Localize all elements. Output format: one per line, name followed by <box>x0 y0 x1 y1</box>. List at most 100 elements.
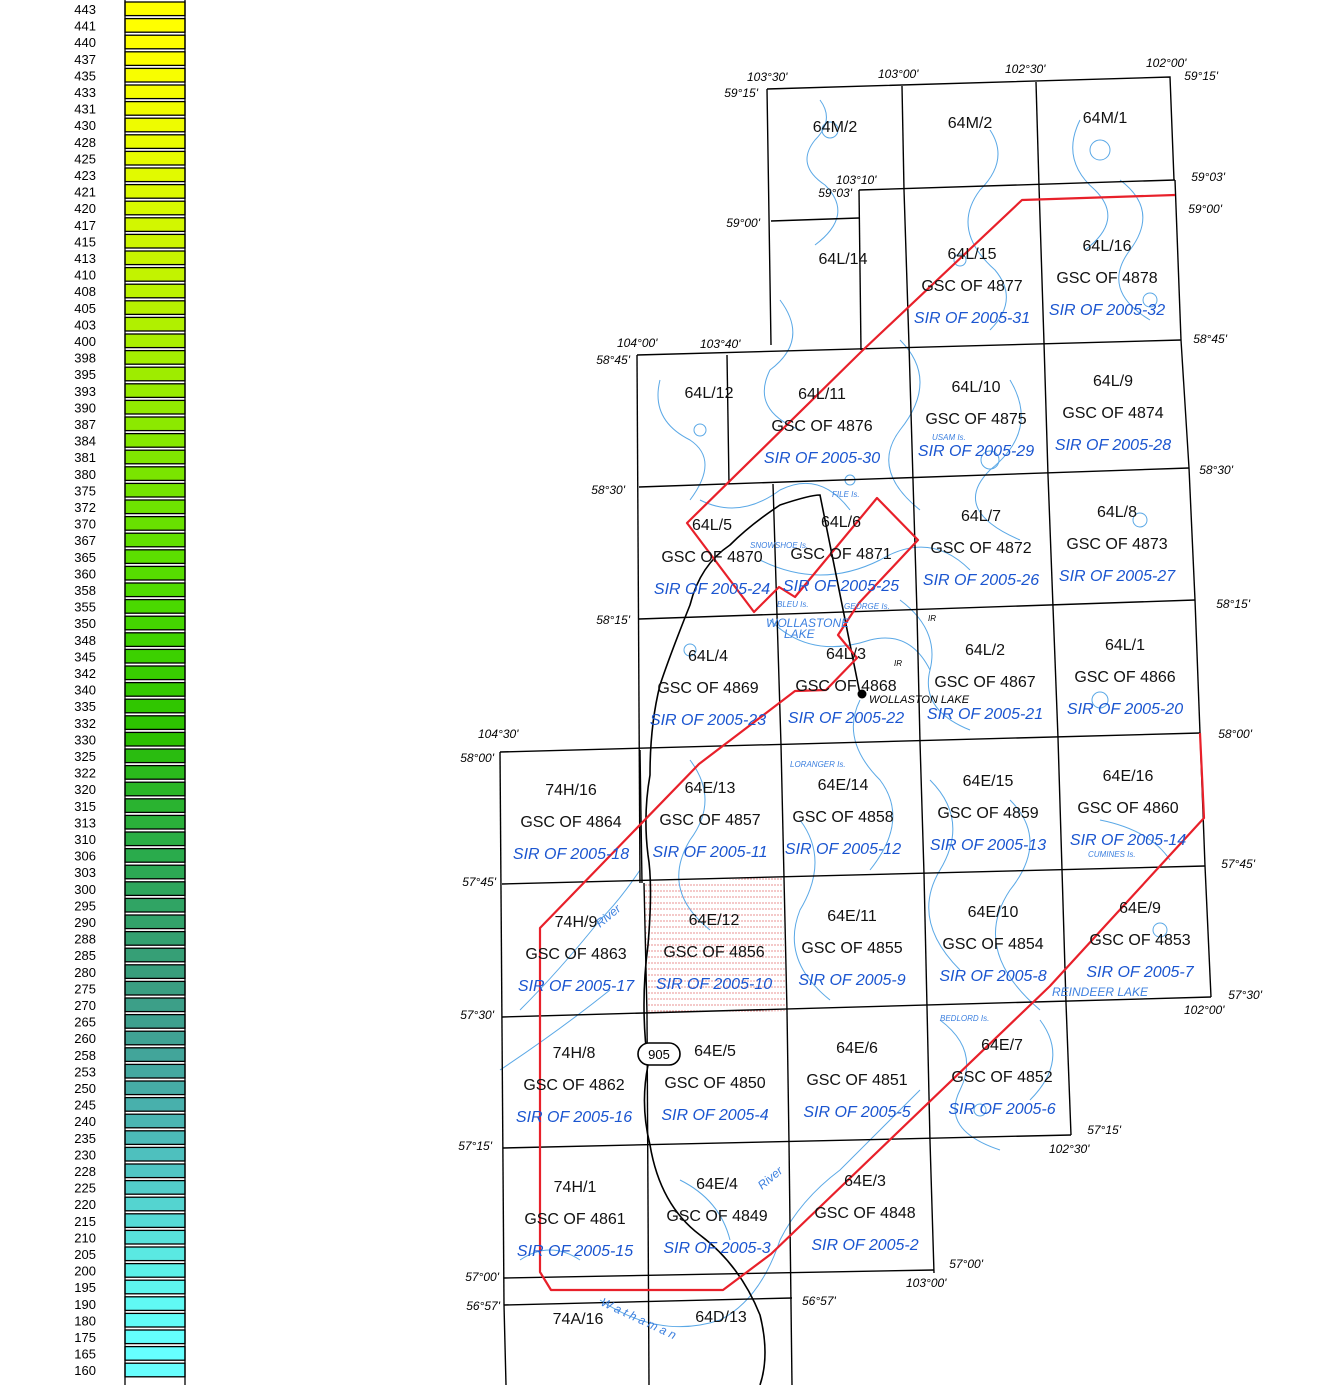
sir-open-file-label: SIR OF 2005-6 <box>948 1101 1055 1118</box>
longitude-label: 102°00' <box>1146 56 1187 70</box>
latitude-label: 58°00' <box>460 751 494 765</box>
gsc-open-file-label: GSC OF 4848 <box>814 1205 915 1222</box>
bleu-island-label: BLEU Is. <box>777 600 809 609</box>
sir-open-file-label: SIR OF 2005-5 <box>803 1104 910 1121</box>
reindeer-lake-label: REINDEER LAKE <box>1052 985 1149 999</box>
wollaston-lake-settlement-label: WOLLASTON LAKE <box>869 694 970 706</box>
gsc-open-file-label: GSC OF 4876 <box>771 418 872 435</box>
latitude-label: 57°15' <box>1087 1123 1121 1137</box>
colour-scale-value: 390 <box>74 400 96 415</box>
sheet-id-label: 74H/1 <box>554 1179 597 1196</box>
colour-scale-value: 265 <box>74 1015 96 1030</box>
sir-open-file-label: SIR OF 2005-21 <box>927 706 1043 723</box>
colour-scale-value: 215 <box>74 1214 96 1229</box>
sir-open-file-label: SIR OF 2005-17 <box>518 978 635 995</box>
gsc-open-file-label: GSC OF 4870 <box>661 549 762 566</box>
sheet-id-label: 64L/4 <box>688 648 728 665</box>
sheet-id-label: 64L/16 <box>1083 238 1132 255</box>
longitude-label: 103°40' <box>700 337 741 351</box>
sir-open-file-label: SIR OF 2005-22 <box>788 710 904 727</box>
latitude-label: 58°45' <box>1193 332 1227 346</box>
sir-open-file-label: SIR OF 2005-8 <box>939 968 1046 985</box>
colour-scale-value: 384 <box>74 434 96 449</box>
colour-scale-value: 205 <box>74 1247 96 1262</box>
gsc-open-file-label: GSC OF 4862 <box>523 1077 624 1094</box>
colour-scale-value: 235 <box>74 1131 96 1146</box>
latitude-label: 57°15' <box>458 1139 492 1153</box>
sheet-id-label: 74H/9 <box>555 914 598 931</box>
sir-open-file-label: SIR OF 2005-29 <box>918 443 1034 460</box>
sir-open-file-label: SIR OF 2005-30 <box>764 450 880 467</box>
colour-scale-value: 270 <box>74 998 96 1013</box>
sheet-id-label: 64E/14 <box>818 777 869 794</box>
sheet-id-label: 64L/12 <box>685 385 734 402</box>
latitude-label: 59°00' <box>726 216 760 230</box>
colour-scale-value: 210 <box>74 1230 96 1245</box>
gsc-open-file-label: GSC OF 4872 <box>930 540 1031 557</box>
wollastone-lake-label-2: LAKE <box>784 627 816 641</box>
colour-scale-value: 437 <box>74 52 96 67</box>
longitude-label: 104°00' <box>617 336 658 350</box>
longitude-label: 103°10' <box>836 173 877 187</box>
bedlord-island-label: BEDLORD Is. <box>940 1014 989 1023</box>
project-boundary <box>538 193 1206 1292</box>
latitude-label: 57°00' <box>465 1270 499 1284</box>
colour-scale-value: 435 <box>74 68 96 83</box>
graticule-labels: 59°15' 59°15' 59°03' 59°03' 59°00' 59°00' 58°4… <box>458 56 1262 1313</box>
sheet-id-label: 64E/5 <box>694 1043 736 1060</box>
sir-open-file-label: SIR OF 2005-26 <box>923 572 1039 589</box>
sheet-id-label: 64E/9 <box>1119 900 1161 917</box>
longitude-label: 103°00' <box>878 67 919 81</box>
colour-scale-value: 230 <box>74 1147 96 1162</box>
latitude-label: 59°03' <box>1191 170 1225 184</box>
colour-scale-value: 160 <box>74 1363 96 1378</box>
loranger-island-label: LORANGER Is. <box>790 760 846 769</box>
colour-scale-value: 342 <box>74 666 96 681</box>
sheet-id-label: 74A/16 <box>553 1311 604 1328</box>
gsc-open-file-label: GSC OF 4875 <box>925 411 1026 428</box>
colour-scale-value: 180 <box>74 1313 96 1328</box>
colour-scale-value: 225 <box>74 1181 96 1196</box>
colour-scale-value: 258 <box>74 1048 96 1063</box>
colour-scale-value: 253 <box>74 1064 96 1079</box>
gsc-open-file-label: GSC OF 4861 <box>524 1211 625 1228</box>
latitude-label: 58°45' <box>596 353 630 367</box>
colour-scale-value: 175 <box>74 1330 96 1345</box>
latitude-label: 58°30' <box>591 483 625 497</box>
sir-open-file-label: SIR OF 2005-9 <box>798 972 905 989</box>
highway-905-line <box>643 494 861 1385</box>
colour-scale-value: 322 <box>74 766 96 781</box>
gsc-open-file-label: GSC OF 4878 <box>1056 270 1157 287</box>
sheet-id-label: 64L/6 <box>821 514 861 531</box>
selected-sheet-fill <box>644 877 786 1014</box>
usam-island-label: USAM Is. <box>932 433 966 442</box>
sir-open-file-label: SIR OF 2005-24 <box>654 581 770 598</box>
sir-open-file-label: SIR OF 2005-7 <box>1086 964 1194 981</box>
colour-scale-value: 403 <box>74 317 96 332</box>
sir-open-file-label: SIR OF 2005-13 <box>930 837 1046 854</box>
latitude-label: 57°30' <box>460 1008 494 1022</box>
longitude-label: 102°30' <box>1005 62 1046 76</box>
sheet-id-label: 64L/11 <box>798 386 846 403</box>
colour-scale-value: 370 <box>74 517 96 532</box>
sir-open-file-label: SIR OF 2005-31 <box>914 310 1030 327</box>
gsc-open-file-label: GSC OF 4873 <box>1066 536 1167 553</box>
sheet-id-label: 64M/2 <box>948 115 993 132</box>
latitude-label: 57°45' <box>1221 857 1255 871</box>
colour-scale-value: 421 <box>74 185 96 200</box>
longitude-label: 104°30' <box>478 727 519 741</box>
gsc-open-file-label: GSC OF 4871 <box>790 546 891 563</box>
reserve-label: IR <box>928 614 936 623</box>
sheet-id-label: 64L/2 <box>965 642 1005 659</box>
latitude-label: 59°00' <box>1188 202 1222 216</box>
gsc-open-file-label: GSC OF 4858 <box>792 809 893 826</box>
river-label: River <box>755 1163 786 1192</box>
highway-905-label: 905 <box>648 1047 670 1062</box>
sir-open-file-label: SIR OF 2005-3 <box>663 1240 770 1257</box>
colour-scale-value: 428 <box>74 135 96 150</box>
sheet-id-label: 64L/3 <box>826 646 866 663</box>
snowshoe-island-label: SNOWSHOE Is. <box>750 541 808 550</box>
sheet-labels: 64M/2 64M/2 64M/1 64L/14 64L/15 GSC OF 4877 SI… <box>513 110 1195 1328</box>
sir-open-file-label: SIR OF 2005-4 <box>661 1107 768 1124</box>
colour-scale-value: 345 <box>74 649 96 664</box>
